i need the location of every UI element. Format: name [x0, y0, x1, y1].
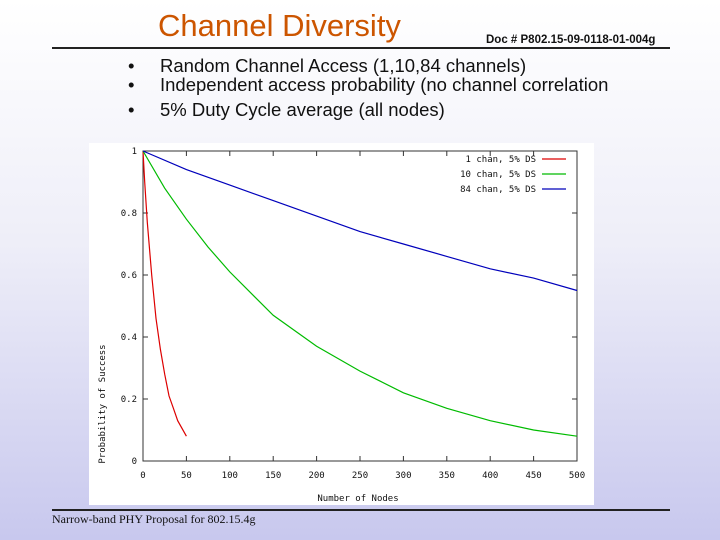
x-tick-label: 300 — [395, 471, 411, 481]
bullet-item: • Random Channel Access (1,10,84 channel… — [128, 55, 668, 76]
header-divider — [52, 47, 670, 49]
x-tick-label: 500 — [569, 471, 585, 481]
legend-label: 1 chan, 5% DS — [466, 155, 536, 165]
y-tick-label: 0.6 — [121, 271, 137, 281]
series-line — [142, 150, 187, 437]
x-tick-label: 200 — [308, 471, 324, 481]
bullet-item: • Independent access probability (no cha… — [128, 73, 668, 95]
series-line — [142, 150, 578, 437]
x-tick-label: 400 — [482, 471, 498, 481]
bullet-dot: • — [128, 55, 135, 76]
bullet-list: • Random Channel Access (1,10,84 channel… — [128, 55, 668, 120]
x-tick-label: 250 — [352, 471, 368, 481]
x-axis-label: Number of Nodes — [317, 494, 398, 504]
legend-label: 10 chan, 5% DS — [460, 170, 536, 180]
x-tick-label: 100 — [222, 471, 238, 481]
y-tick-label: 0.4 — [121, 333, 137, 343]
y-tick-label: 0.2 — [121, 395, 137, 405]
bullet-item: • 5% Duty Cycle average (all nodes) — [128, 99, 668, 120]
footer-text: Narrow-band PHY Proposal for 802.15.4g — [52, 512, 256, 526]
y-tick-label: 0.8 — [121, 209, 137, 219]
series-line — [142, 150, 578, 292]
bullet-text: Random Channel Access (1,10,84 channels) — [160, 55, 527, 76]
legend-label: 84 chan, 5% DS — [460, 185, 536, 195]
x-tick-label: 350 — [439, 471, 455, 481]
x-tick-label: 450 — [525, 471, 541, 481]
bullet-dot: • — [128, 99, 135, 120]
slide-title: Channel Diversity — [158, 8, 401, 43]
success-probability-chart: 0 0.2 0.4 0.6 0.8 1 0 50 100 150 200 250 300 350 400 4… — [98, 147, 585, 504]
footer-divider — [52, 509, 670, 511]
x-tick-label: 150 — [265, 471, 281, 481]
plot-border — [142, 150, 578, 462]
bullet-dot: • — [128, 73, 135, 95]
y-tick-label: 0 — [132, 457, 137, 467]
x-tick-label: 50 — [181, 471, 192, 481]
y-tick-label: 1 — [132, 147, 137, 157]
y-axis-label: Probability of Success — [98, 344, 108, 463]
chart-area: 0 0.2 0.4 0.6 0.8 1 0 50 100 150 200 250 300 350 400 4… — [89, 143, 594, 505]
bullet-text: Independent access probability (no chann… — [160, 73, 609, 95]
doc-number: Doc # P802.15-09-0118-01-004g — [486, 34, 656, 46]
bullet-text: 5% Duty Cycle average (all nodes) — [160, 99, 445, 120]
x-tick-label: 0 — [140, 471, 145, 481]
